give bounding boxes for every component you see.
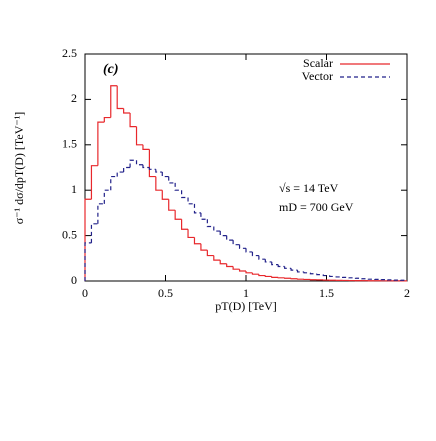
histogram-step [98,204,104,224]
histogram-step [214,227,220,232]
histogram-step [265,259,271,262]
histogram-step [188,197,194,203]
histogram-step [124,108,130,113]
x-axis-label: pT(D) [TeV] [215,299,276,313]
histogram-step [111,177,117,191]
histogram-step [207,250,213,255]
histogram-step [285,266,291,268]
histogram-step [104,190,110,204]
histogram-step [233,240,239,245]
histogram-step [259,256,265,260]
histogram-step [175,210,181,219]
histogram-step [149,168,155,170]
histogram-step [304,272,310,273]
histogram-step [194,204,200,213]
histogram-step [252,252,258,256]
x-tick-label: 0.5 [158,286,173,300]
x-tick-label: 1 [243,286,249,300]
x-tick-label: 0 [82,286,88,300]
annotation: √s = 14 TeV [279,181,339,195]
histogram-step [272,262,278,265]
histogram-step [85,243,91,281]
y-tick-label: 2.5 [62,46,77,60]
histogram-step [214,256,220,261]
histogram-step [227,236,233,241]
histogram-step [143,165,149,168]
y-tick-label: 0 [71,273,77,287]
y-tick-label: 1 [71,182,77,196]
histogram-step [227,264,233,267]
histogram-step [175,183,181,190]
histogram-step [220,260,226,264]
histogram-step [169,177,175,183]
histogram-step [291,268,297,270]
histogram-step [310,273,316,274]
histogram-step [201,213,207,219]
annotation: mD = 700 GeV [279,200,354,214]
histogram-step [130,160,136,167]
histogram-step [91,166,97,200]
histogram-step [104,118,110,123]
histogram-step [201,244,207,250]
histogram-step [317,274,323,275]
histogram-step [246,248,252,252]
histogram-step [298,270,304,272]
histogram-step [188,229,194,237]
histogram-step [182,219,188,229]
panel-label: (c) [103,62,119,77]
histogram-step [220,231,226,236]
histogram-step [98,122,104,166]
histogram-step [162,190,168,199]
histogram-step [137,160,143,165]
legend-label: Vector [302,69,333,83]
histogram-step [111,86,117,118]
x-tick-label: 1.5 [319,286,334,300]
histogram-step [233,266,239,269]
histogram-step [91,224,97,243]
histogram-step [252,273,258,274]
histogram-step [117,172,123,177]
plot-frame [85,54,407,281]
histogram-step [162,172,168,177]
y-axis-label: σ⁻¹ dσ/dpT(D) [TeV⁻¹] [12,112,26,225]
histogram-step [130,113,136,127]
x-tick-label: 2 [404,286,410,300]
histogram-step [259,274,265,275]
histogram-step [240,245,246,249]
histogram-step [278,265,284,267]
histogram-step [182,190,188,197]
legend-label: Scalar [303,56,333,70]
histogram-step [330,276,336,277]
histogram-step [265,276,271,277]
histogram-step [85,199,91,281]
histogram-step [207,219,213,226]
histogram-step [124,168,130,173]
histogram-step [137,127,143,145]
histogram-step [240,269,246,271]
histogram-step [156,177,162,191]
histogram-step [149,149,155,176]
histogram-step [117,86,123,109]
histogram-step [156,169,162,172]
histogram-step [169,199,175,210]
y-tick-label: 2 [71,91,77,105]
y-tick-label: 0.5 [62,227,77,241]
histogram-step [143,145,149,150]
histogram-step [272,276,278,277]
y-tick-label: 1.5 [62,137,77,151]
histogram-step [194,237,200,243]
histogram-step [246,271,252,273]
